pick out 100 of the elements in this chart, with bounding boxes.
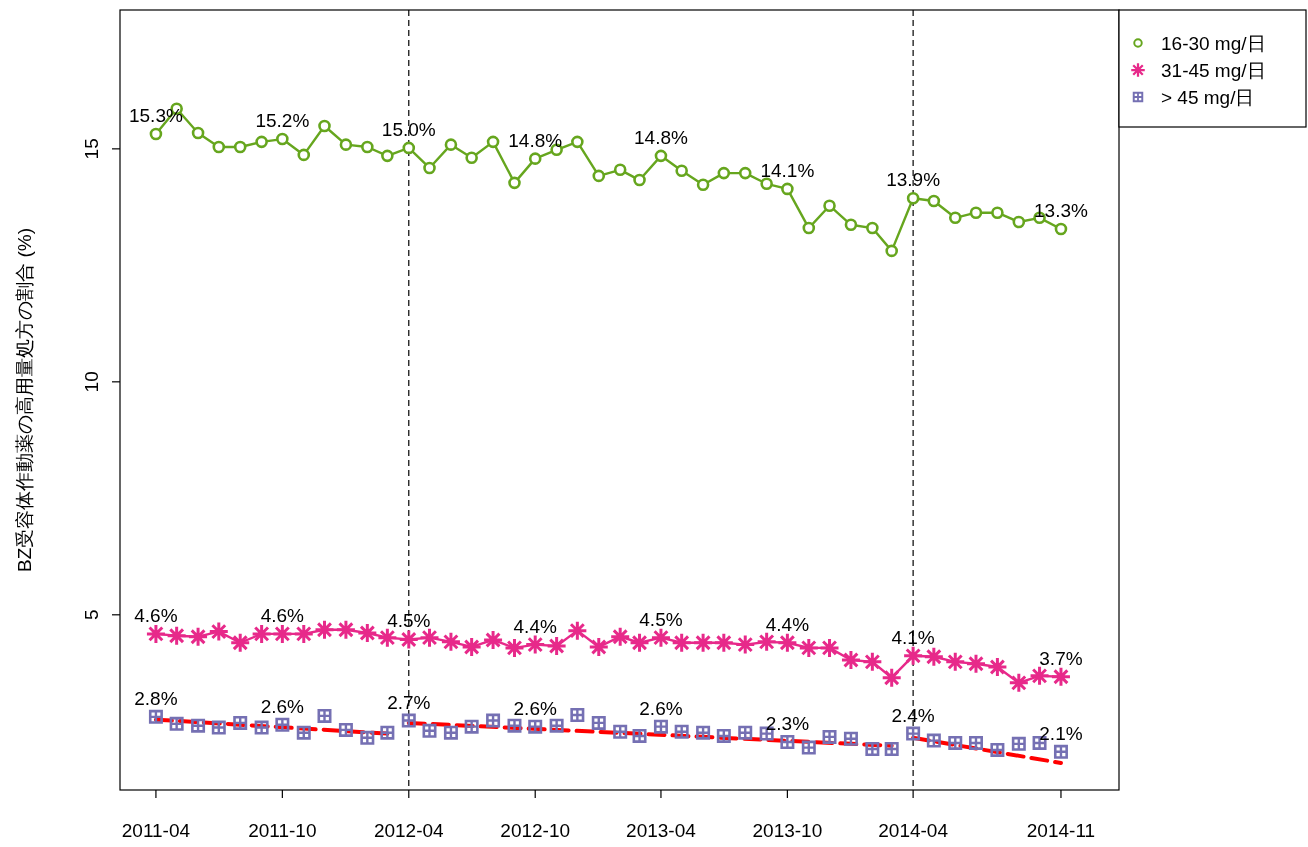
data-label: 14.8% bbox=[634, 126, 688, 148]
y-tick-label: 5 bbox=[81, 609, 102, 621]
data-label: 4.6% bbox=[134, 604, 178, 626]
point bbox=[208, 621, 230, 643]
x-tick-label: 2011-10 bbox=[248, 820, 317, 841]
point bbox=[969, 206, 983, 219]
point bbox=[609, 626, 631, 648]
point bbox=[902, 645, 924, 667]
point bbox=[276, 132, 289, 146]
point bbox=[503, 637, 525, 659]
point bbox=[819, 637, 841, 659]
point bbox=[738, 166, 752, 180]
point bbox=[696, 178, 710, 192]
data-label: 2.6% bbox=[639, 697, 683, 719]
point bbox=[376, 627, 398, 649]
point bbox=[588, 636, 610, 658]
point bbox=[944, 651, 966, 673]
point bbox=[398, 629, 420, 650]
data-label: 4.1% bbox=[891, 626, 935, 648]
x-tick-label: 2013-10 bbox=[752, 820, 823, 841]
legend-label: 31-45 mg/日 bbox=[1161, 60, 1266, 81]
point bbox=[906, 191, 920, 205]
point bbox=[233, 140, 247, 154]
point bbox=[671, 632, 693, 654]
point bbox=[654, 149, 668, 163]
data-label: 15.2% bbox=[255, 110, 310, 132]
point bbox=[293, 623, 315, 645]
point bbox=[802, 221, 816, 235]
point bbox=[444, 138, 458, 151]
point bbox=[760, 177, 773, 191]
point bbox=[713, 632, 735, 654]
point bbox=[423, 161, 436, 175]
x-tick-label: 2014-11 bbox=[1026, 820, 1096, 841]
point bbox=[991, 206, 1004, 219]
point bbox=[571, 135, 584, 149]
point bbox=[866, 221, 879, 235]
y-axis-title: BZ受容体作動薬の高用量処方の割合 (%) bbox=[14, 227, 35, 573]
data-label: 15.0% bbox=[381, 118, 436, 140]
point bbox=[251, 623, 273, 645]
point bbox=[717, 166, 731, 180]
point bbox=[335, 619, 357, 641]
data-label: 2.8% bbox=[134, 687, 178, 709]
point bbox=[524, 634, 546, 656]
point bbox=[965, 653, 987, 675]
point bbox=[734, 634, 756, 656]
point bbox=[297, 148, 311, 162]
point bbox=[1054, 222, 1068, 236]
data-label: 2.3% bbox=[765, 713, 810, 735]
point bbox=[149, 127, 163, 141]
point bbox=[212, 140, 226, 154]
point bbox=[756, 631, 778, 653]
point bbox=[923, 646, 945, 668]
point bbox=[339, 138, 353, 151]
data-label: 4.5% bbox=[387, 610, 431, 632]
data-label: 14.8% bbox=[508, 129, 563, 151]
point bbox=[692, 632, 714, 654]
point bbox=[465, 151, 478, 165]
data-label: 2.7% bbox=[387, 691, 431, 713]
data-label: 14.1% bbox=[760, 159, 815, 181]
x-tick-label: 2013-04 bbox=[626, 820, 697, 841]
legend-label: > 45 mg/日 bbox=[1161, 87, 1255, 108]
point bbox=[229, 632, 251, 654]
point bbox=[592, 169, 606, 183]
x-tick-label: 2012-04 bbox=[373, 820, 445, 841]
data-label: 13.3% bbox=[1034, 200, 1089, 221]
data-label: 4.5% bbox=[639, 608, 683, 630]
point bbox=[356, 622, 378, 644]
point bbox=[844, 218, 858, 232]
point bbox=[613, 163, 627, 177]
point bbox=[675, 164, 688, 178]
y-tick-label: 15 bbox=[81, 138, 102, 160]
point bbox=[566, 620, 588, 642]
data-label: 2.4% bbox=[891, 704, 935, 726]
x-tick-label: 2014-04 bbox=[878, 820, 949, 841]
point bbox=[528, 152, 542, 165]
point bbox=[255, 135, 268, 149]
point bbox=[318, 119, 331, 133]
data-label: 4.6% bbox=[260, 604, 305, 626]
point bbox=[986, 656, 1008, 678]
data-label: 4.4% bbox=[765, 613, 810, 635]
x-tick-label: 2011-04 bbox=[121, 820, 191, 841]
point bbox=[781, 182, 794, 196]
point bbox=[166, 625, 188, 647]
point bbox=[881, 667, 903, 689]
legend-label: 16-30 mg/日 bbox=[1161, 33, 1266, 54]
data-label: 3.7% bbox=[1039, 647, 1083, 669]
point bbox=[145, 623, 167, 645]
point bbox=[861, 651, 883, 673]
point bbox=[776, 632, 798, 654]
point bbox=[482, 629, 504, 651]
point bbox=[461, 636, 483, 658]
point bbox=[948, 211, 962, 225]
data-label: 2.6% bbox=[513, 697, 557, 719]
point bbox=[1050, 666, 1072, 688]
point bbox=[271, 623, 293, 645]
point bbox=[314, 619, 335, 641]
point bbox=[798, 637, 820, 659]
point bbox=[1012, 215, 1026, 229]
data-label: 2.1% bbox=[1039, 722, 1083, 744]
point bbox=[546, 635, 568, 657]
